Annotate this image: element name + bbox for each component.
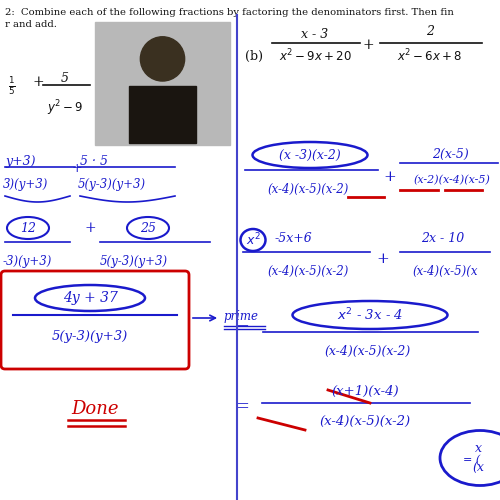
Text: -5x+6: -5x+6 [275,232,313,245]
Text: 5(y-3)(y+3): 5(y-3)(y+3) [52,330,128,343]
Text: (x-2)(x-4)(x-5): (x-2)(x-4)(x-5) [414,175,490,186]
Bar [95,22,230,145]
Text: 2: 2 [426,25,434,38]
Text: 25: 25 [140,222,156,234]
Text: 12: 12 [20,222,36,234]
Text: (x-4)(x-5)(x: (x-4)(x-5)(x [412,265,478,278]
Text: 3)(y+3): 3)(y+3) [3,178,48,191]
Text: $x^2-6x+8$: $x^2-6x+8$ [398,48,462,64]
Text: (x-4)(x-5)(x-2): (x-4)(x-5)(x-2) [268,265,348,278]
Text: 2(x-5): 2(x-5) [432,148,469,161]
Text: +: + [84,221,96,235]
Text: $x^2$: $x^2$ [246,232,260,248]
Text: x: x [474,442,482,454]
Text: $x^2-9x+20$: $x^2-9x+20$ [278,48,351,64]
Text: +: + [33,75,44,89]
Text: (x-4)(x-5)(x-2): (x-4)(x-5)(x-2) [325,345,411,358]
Text: +: + [384,170,396,184]
Text: 2:  Combine each of the following fractions by factoring the denominators first.: 2: Combine each of the following fractio… [5,8,454,17]
Text: r and add.: r and add. [5,20,57,29]
Text: $\frac{1}{5}$: $\frac{1}{5}$ [8,75,16,97]
Text: 4y + 37: 4y + 37 [62,291,118,305]
Text: +: + [72,162,83,175]
Text: -3)(y+3): -3)(y+3) [3,255,52,268]
Text: $y^2-9$: $y^2-9$ [47,98,83,117]
Text: 5(y-3)(y+3): 5(y-3)(y+3) [100,255,168,268]
Text: y+3): y+3) [5,155,36,168]
Text: $x^2$ - 3x - 4: $x^2$ - 3x - 4 [337,306,403,324]
Text: x - 3: x - 3 [302,28,328,41]
Text: Done: Done [72,400,119,418]
Text: =: = [235,398,249,415]
Text: +: + [376,252,390,266]
Text: 5 · 5: 5 · 5 [80,155,108,168]
Bar [129,86,196,143]
Text: = (: = ( [463,455,480,465]
Text: =: = [235,320,249,337]
Text: prime: prime [224,310,259,323]
Text: (x: (x [472,462,484,474]
Text: (x-4)(x-5)(x-2): (x-4)(x-5)(x-2) [268,183,348,196]
Text: +: + [362,38,374,52]
Text: 5(y-3)(y+3): 5(y-3)(y+3) [78,178,146,191]
Text: (b): (b) [245,50,263,63]
Text: 2x - 10: 2x - 10 [422,232,465,245]
Text: (x -3)(x-2): (x -3)(x-2) [279,148,341,162]
FancyBboxPatch shape [1,271,189,369]
Circle shape [140,37,184,81]
Text: (x+1)(x-4): (x+1)(x-4) [331,385,399,398]
Text: (x-4)(x-5)(x-2): (x-4)(x-5)(x-2) [320,415,410,428]
Text: 5: 5 [61,72,69,85]
